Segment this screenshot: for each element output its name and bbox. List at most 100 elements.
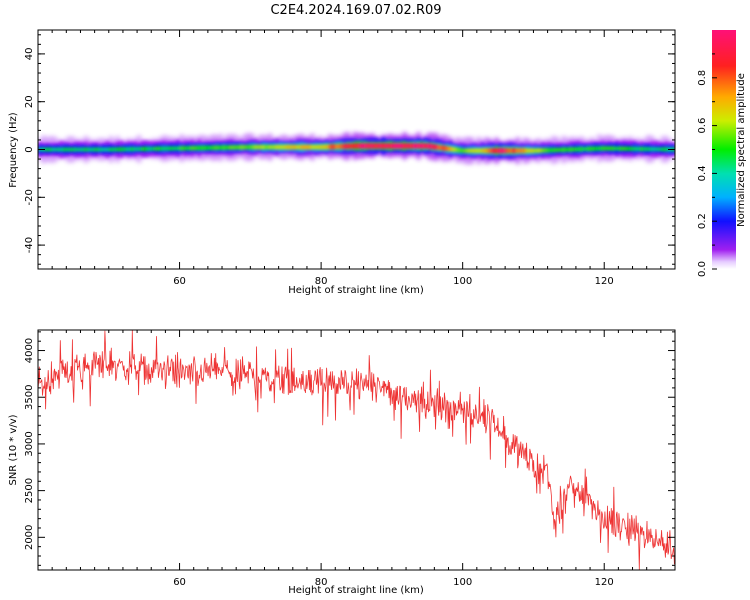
heatmap-xtick-label: 80	[315, 276, 328, 287]
heatmap-cell	[105, 147, 110, 152]
heatmap-cell	[101, 147, 106, 152]
heatmap-cell	[501, 147, 506, 154]
heatmap-cell	[250, 145, 255, 150]
heatmap-cell	[388, 143, 393, 149]
colorbar-tick-label: 0.6	[697, 118, 708, 134]
heatmap-cell	[271, 145, 276, 150]
heatmap-cell	[84, 147, 89, 152]
heatmap-cell	[522, 148, 527, 154]
heatmap-cell	[122, 147, 128, 152]
heatmap-cell	[558, 147, 563, 152]
snr-panel: 60 80 100 120 2000 2500 3000 3500 4000 Height of…	[8, 329, 676, 596]
heatmap-cell	[621, 146, 627, 151]
snr-ticks: 60 80 100 120 2000 2500 3000 3500 4000	[24, 330, 676, 588]
heatmap-cell	[466, 148, 471, 153]
heatmap-cell	[328, 144, 333, 150]
heatmap-cell	[452, 147, 457, 152]
heatmap-cell	[133, 147, 138, 151]
heatmap-cell	[423, 143, 428, 149]
colorbar-tick-label: 0.8	[697, 70, 708, 86]
heatmap-cell	[473, 148, 478, 153]
heatmap-panel: 60 80 100 120 -40 -20 0 20 40 Height of straight…	[8, 29, 676, 296]
heatmap-cell	[112, 147, 117, 152]
heatmap-cell	[653, 147, 658, 151]
heatmap-cell	[179, 146, 184, 151]
heatmap-cell	[260, 144, 266, 150]
heatmap-cell	[268, 144, 273, 150]
heatmap-cell	[611, 146, 616, 151]
heatmap-cell	[225, 145, 230, 150]
heatmap-cell	[490, 148, 496, 154]
heatmap-cell	[600, 146, 605, 151]
heatmap-cell	[282, 144, 287, 150]
colorbar-ticks: 0.0 0.2 0.4 0.6 0.8	[697, 53, 717, 277]
snr-xtick-label: 120	[595, 577, 614, 588]
heatmap-cell	[526, 148, 531, 153]
heatmap-cell	[614, 146, 619, 151]
colorbar-tick-label: 0.2	[697, 213, 708, 229]
heatmap-cell	[508, 148, 513, 154]
heatmap-cell	[384, 143, 389, 149]
heatmap-cell	[593, 146, 598, 151]
heatmap-cell	[200, 145, 205, 150]
snr-ytick-label: 3500	[24, 385, 35, 410]
heatmap-cell	[427, 143, 432, 150]
heatmap-cell	[292, 144, 297, 150]
heatmap-cell	[257, 145, 262, 150]
heatmap-cell	[406, 143, 411, 149]
heatmap-cell	[342, 143, 347, 149]
heatmap-cell	[356, 143, 361, 149]
heatmap-cell	[625, 146, 630, 151]
heatmap-layer-3	[38, 142, 675, 154]
heatmap-cell	[349, 143, 354, 149]
heatmap-cell	[551, 148, 556, 152]
heatmap-cell	[430, 143, 435, 150]
heatmap-cell	[568, 147, 573, 152]
heatmap-cell	[604, 146, 609, 151]
heatmap-cell	[91, 147, 96, 152]
heatmap-cell	[536, 148, 542, 153]
figure-title: C2E4.2024.169.07.02.R09	[270, 3, 441, 18]
heatmap-cell	[597, 146, 602, 151]
heatmap-cell	[289, 144, 294, 150]
heatmap-cell	[140, 147, 145, 151]
heatmap-cell	[554, 147, 559, 152]
heatmap-cell	[197, 146, 202, 150]
heatmap-cell	[646, 147, 651, 151]
heatmap-cell	[62, 147, 67, 152]
heatmap-cell	[76, 147, 82, 152]
heatmap-cell	[398, 142, 404, 149]
heatmap-cell	[639, 147, 644, 151]
heatmap-cell	[165, 146, 170, 151]
heatmap-cell	[314, 144, 319, 150]
heatmap-cell	[306, 144, 312, 150]
heatmap-cell	[147, 147, 152, 151]
heatmap-cell	[211, 145, 216, 150]
heatmap-cell	[579, 147, 584, 152]
heatmap-cell	[409, 143, 414, 149]
heatmap-cell	[360, 143, 365, 149]
heatmap-ytick-label: 20	[24, 95, 35, 108]
heatmap-cell	[664, 147, 669, 152]
heatmap-ytick-label: -20	[24, 189, 35, 205]
heatmap-cell	[469, 148, 474, 153]
heatmap-cell	[204, 145, 209, 150]
heatmap-cell	[636, 147, 641, 151]
heatmap-cell	[299, 144, 305, 150]
heatmap-cell	[321, 144, 326, 150]
heatmap-cell	[441, 145, 446, 151]
heatmap-cell	[607, 146, 612, 151]
heatmap-cell	[444, 146, 450, 152]
heatmap-cell	[154, 146, 159, 151]
heatmap-ticks: 60 80 100 120 -40 -20 0 20 40	[24, 30, 676, 287]
heatmap-cell	[331, 144, 336, 150]
colorbar-tick-label: 0.0	[697, 261, 708, 277]
heatmap-cell	[561, 147, 566, 152]
heatmap-cell	[59, 147, 64, 152]
heatmap-cell	[151, 146, 156, 151]
heatmap-cell	[144, 146, 149, 151]
heatmap-cell	[303, 144, 308, 150]
heatmap-cell	[126, 147, 131, 151]
heatmap-cell	[448, 146, 453, 152]
